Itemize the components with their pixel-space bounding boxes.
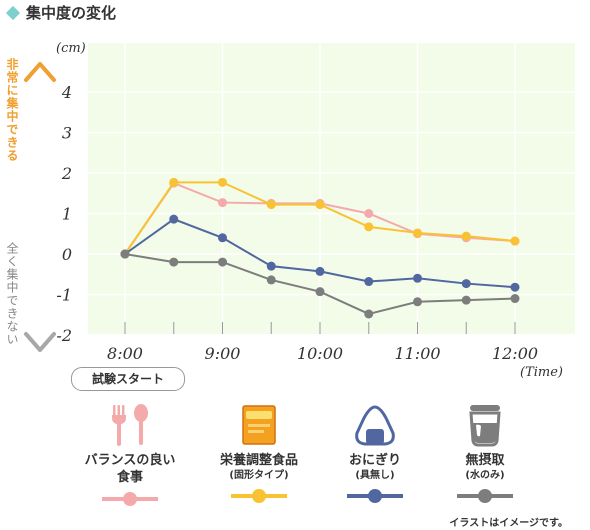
y-axis-unit: (cm) xyxy=(56,41,86,56)
concentration-arrow xyxy=(24,62,56,352)
legend-marker xyxy=(347,489,403,503)
legend-label: 無摂取 xyxy=(465,453,505,468)
data-point xyxy=(364,277,374,287)
data-point xyxy=(413,228,422,238)
legend-sublabel: (固形タイプ) xyxy=(229,470,289,481)
fork-spoon-icon xyxy=(60,400,200,450)
data-point xyxy=(315,200,325,210)
y-tick-label: 4 xyxy=(61,83,72,102)
data-point xyxy=(120,249,130,259)
y-tick-label: 0 xyxy=(62,245,72,264)
data-point xyxy=(266,275,276,285)
legend-marker xyxy=(457,489,513,503)
data-point xyxy=(510,282,520,292)
x-tick-label: 9:00 xyxy=(205,344,241,363)
chart-title: 集中度の変化 xyxy=(26,4,117,22)
data-point xyxy=(218,257,227,267)
data-point xyxy=(315,287,325,297)
y-tick-label: -1 xyxy=(56,286,72,305)
low-concentration-label: 全く集中できない xyxy=(5,242,19,346)
x-tick-label: 10:00 xyxy=(297,344,343,363)
data-point xyxy=(266,200,276,210)
high-concentration-label: 非常に集中できる xyxy=(5,58,19,162)
data-point xyxy=(461,231,471,241)
onigiri-icon xyxy=(305,400,445,450)
data-point xyxy=(364,222,374,232)
data-point xyxy=(315,266,325,276)
data-point xyxy=(169,257,179,267)
plot-background xyxy=(88,43,575,334)
y-tick-label: 1 xyxy=(62,205,72,224)
exam-start-badge: 試験スタート xyxy=(71,367,185,391)
illustration-note: イラストはイメージです。 xyxy=(449,518,568,529)
legend-marker xyxy=(102,492,158,506)
data-point xyxy=(169,177,179,187)
x-tick-label: 8:00 xyxy=(107,344,143,363)
y-tick-label: 2 xyxy=(61,164,72,183)
data-point xyxy=(510,236,520,246)
data-point xyxy=(364,209,374,218)
y-tick-label: -2 xyxy=(56,326,72,345)
data-point xyxy=(461,279,471,289)
legend-sublabel: (水のみ) xyxy=(465,470,505,481)
data-point xyxy=(218,233,227,243)
y-tick-label: 3 xyxy=(62,124,72,143)
legend-label: バランスの良い 食事 xyxy=(84,453,176,485)
line-chart: (cm) (Time) 4 3 2 1 0 -1 -2 8:00 9:00 10:00 11:00… xyxy=(24,41,575,380)
series-lines xyxy=(120,177,520,319)
x-tick-labels: 8:00 9:00 10:00 11:00 12:00 xyxy=(107,344,538,363)
legend-item-onigiri: おにぎり (具無し) xyxy=(305,400,445,503)
water-glass-icon xyxy=(415,400,555,450)
y-tick-labels: 4 3 2 1 0 -1 -2 xyxy=(56,83,72,345)
data-point xyxy=(461,295,471,305)
legend-label: おにぎり xyxy=(348,453,401,468)
data-point xyxy=(169,214,179,224)
chart-heading: 集中度の変化 xyxy=(5,2,117,23)
data-point xyxy=(510,294,520,304)
x-tick-label: 12:00 xyxy=(492,344,538,363)
data-point xyxy=(266,261,276,271)
legend-item-no-intake: 無摂取 (水のみ) xyxy=(415,400,555,503)
legend-marker xyxy=(231,489,287,503)
data-point xyxy=(413,297,422,307)
x-tick-label: 11:00 xyxy=(394,344,440,363)
legend-item-nutrition-bar: 栄養調整食品 (固形タイプ) xyxy=(189,400,329,503)
legend-sublabel: (具無し) xyxy=(355,470,395,481)
grid-lines xyxy=(88,43,575,336)
data-point xyxy=(218,198,227,208)
nutrition-bar-box-icon xyxy=(189,400,329,450)
x-axis-unit: (Time) xyxy=(520,365,563,380)
legend-label: 栄養調整食品 xyxy=(219,453,298,468)
data-point xyxy=(364,309,374,319)
data-point xyxy=(413,273,422,283)
legend-item-balanced-meal: バランスの良い 食事 xyxy=(60,400,200,506)
data-point xyxy=(218,177,227,187)
